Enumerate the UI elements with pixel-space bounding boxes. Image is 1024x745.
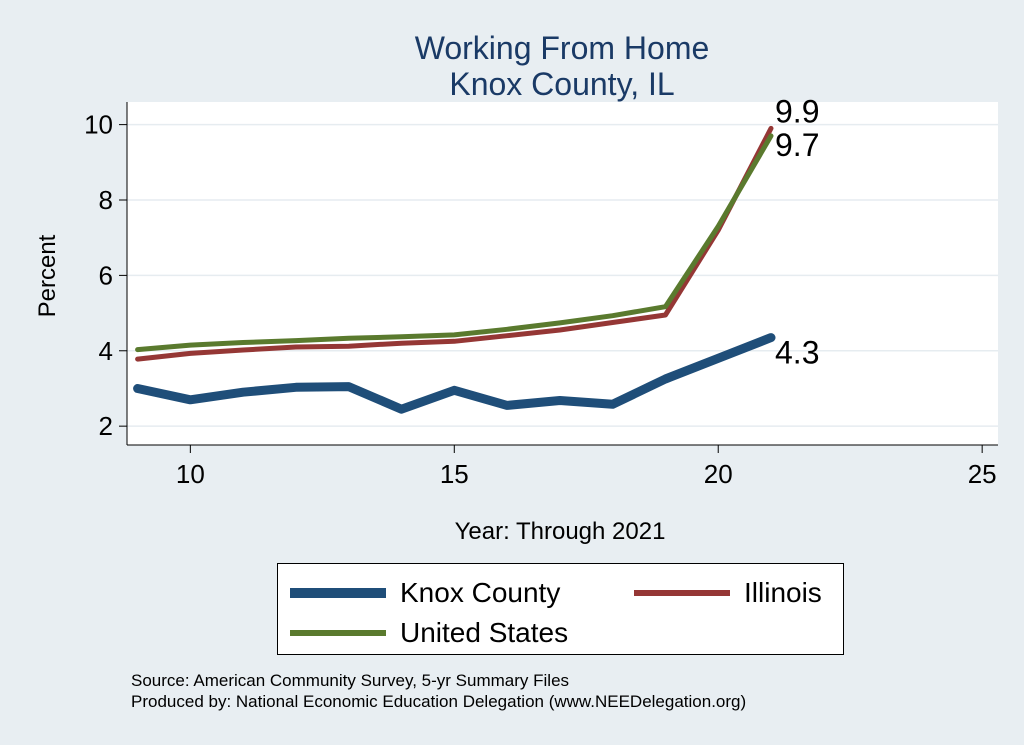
chart-title-line-1: Working From Home [414,30,710,66]
y-tick-label-6: 6 [99,260,113,290]
legend-item-united-states: United States [290,613,568,653]
legend-label-illinois: Illinois [744,577,822,608]
x-tick-label-20: 20 [704,459,733,489]
y-tick-label-4: 4 [99,336,113,366]
x-axis-label: Year: Through 2021 [454,518,666,545]
legend-label-united-states: United States [400,617,569,648]
y-tick-label-2: 2 [99,411,113,441]
produced-by-note: Produced by: National Economic Education… [131,692,747,711]
legend-item-knox-county: Knox County [290,573,560,613]
x-tick-label-10: 10 [176,459,205,489]
end-label-united-states: 9.7 [775,127,819,163]
y-axis-label: Percent [34,234,61,318]
legend-label-knox-county: Knox County [400,577,561,608]
series-line-knox-county [133,333,776,414]
legend-swatch-united-states [290,630,386,636]
end-label-illinois: 9.9 [775,93,819,129]
legend-swatch-knox-county [290,588,386,598]
source-notes: Source: American Community Survey, 5-yr … [131,670,746,712]
source-note: Source: American Community Survey, 5-yr … [131,671,570,690]
y-tick-label-10: 10 [84,110,113,140]
legend-swatch-illinois [634,590,730,596]
legend: Knox County Illinois United States [277,563,844,655]
series-line-united-states [135,133,774,353]
legend-item-illinois: Illinois [634,573,822,613]
series-line-illinois [135,125,774,362]
x-tick-label-15: 15 [440,459,469,489]
x-tick-label-25: 25 [968,459,997,489]
chart-title-line-2: Knox County, IL [449,66,675,102]
end-label-knox-county: 4.3 [775,335,819,371]
y-tick-label-8: 8 [99,185,113,215]
